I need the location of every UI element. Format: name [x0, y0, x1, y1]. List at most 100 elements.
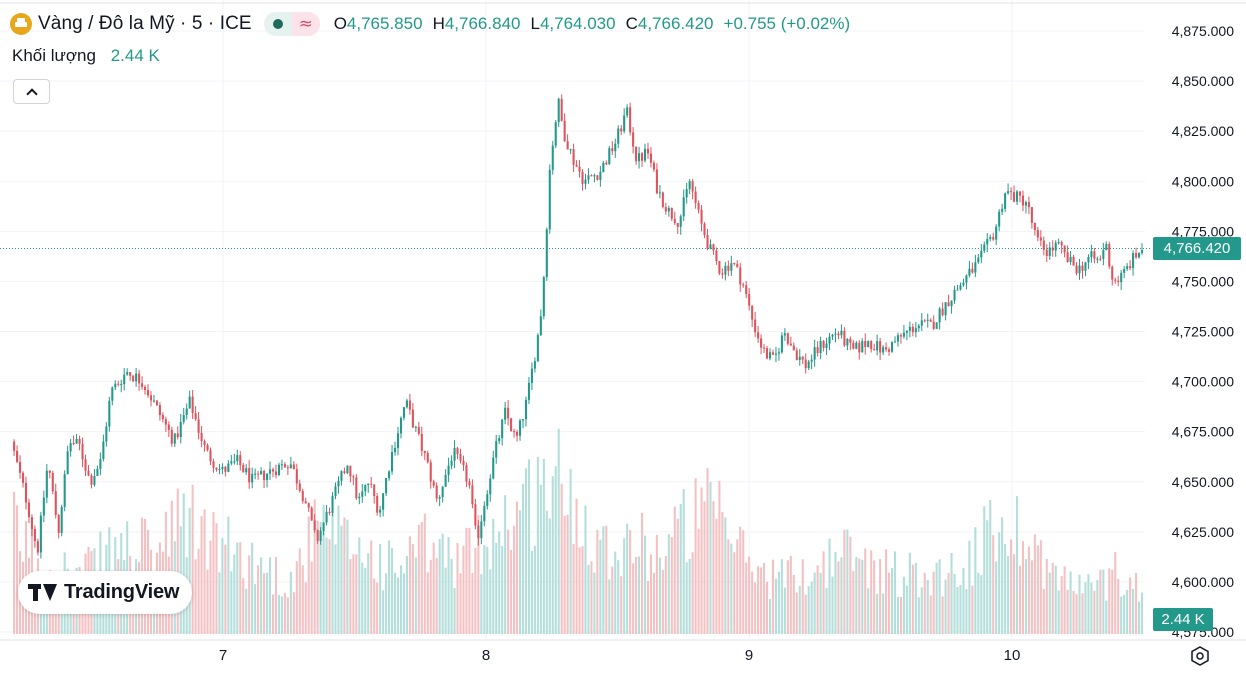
volume-bar — [876, 593, 879, 634]
volume-bar — [1084, 582, 1087, 634]
candle-body — [849, 338, 852, 343]
candle-body — [834, 333, 837, 335]
candle-body — [700, 209, 703, 224]
volume-bar — [328, 539, 331, 634]
candle-body — [1126, 266, 1129, 269]
volume-tag: 2.44 K — [1153, 608, 1213, 631]
candle-body — [902, 332, 905, 337]
volume-bar — [795, 592, 798, 634]
volume-bar — [1096, 580, 1099, 634]
volume-bar — [483, 545, 486, 634]
candle-body — [635, 146, 638, 162]
candle-body — [885, 347, 888, 350]
candle-body — [396, 433, 400, 448]
volume-bar — [420, 522, 423, 634]
time-axis[interactable]: 7 8 9 10 — [219, 647, 1021, 664]
candle-body — [688, 181, 691, 190]
volume-bar — [998, 532, 1001, 634]
candle-body — [751, 305, 754, 320]
candle-body — [212, 461, 215, 468]
volume-bar — [673, 506, 676, 634]
volume-bar — [1132, 588, 1135, 634]
candle-body — [57, 514, 60, 533]
candle-body — [873, 349, 876, 351]
candle-body — [858, 342, 861, 353]
candle-body — [75, 438, 78, 444]
volume-bar — [733, 552, 736, 634]
candle-body — [405, 400, 408, 408]
candle-body — [495, 441, 498, 458]
volume-bar — [804, 594, 807, 634]
candle-body — [388, 471, 391, 479]
volume-bar — [429, 559, 432, 634]
candle-body — [736, 263, 739, 268]
volume-bar — [1007, 556, 1010, 634]
candle-body — [149, 395, 153, 401]
candle-body — [1114, 279, 1117, 281]
candle-body — [777, 352, 780, 354]
candle-body — [724, 265, 727, 275]
candle-body — [51, 472, 54, 492]
volume-bar — [703, 501, 706, 634]
volume-bar — [1036, 545, 1039, 634]
symbol-title[interactable]: Vàng / Đô la Mỹ · 5 · ICE — [38, 13, 252, 34]
volume-bar — [694, 478, 697, 634]
volume-bar — [748, 556, 751, 634]
candle-body — [515, 431, 519, 436]
tradingview-logo[interactable]: TradingView — [18, 571, 192, 614]
volume-bar — [849, 536, 852, 634]
volume-bar — [274, 557, 278, 634]
candle-body — [828, 336, 831, 344]
candle-body — [649, 153, 653, 163]
price-tick-label: 4,700.000 — [1172, 374, 1234, 390]
candle-body — [280, 464, 283, 466]
volume-bar — [283, 592, 286, 634]
collapse-legend-button[interactable] — [13, 79, 50, 104]
price-tick-label: 4,825.000 — [1172, 123, 1234, 139]
candle-body — [170, 429, 173, 444]
candle-body — [914, 328, 917, 333]
volume-bar — [861, 559, 864, 634]
volume-bar — [700, 487, 703, 634]
candle-body — [679, 216, 682, 227]
candle-body — [1021, 195, 1025, 206]
candle-body — [706, 235, 709, 249]
candle-body — [926, 319, 929, 321]
volume-bar — [1033, 534, 1036, 634]
volume-bar — [1030, 560, 1033, 634]
volume-bar — [322, 504, 325, 634]
candle-body — [221, 466, 224, 470]
volume-bar — [1117, 579, 1120, 634]
candle-body — [1140, 250, 1144, 254]
volume-bar — [480, 574, 483, 634]
volume-bar — [885, 549, 888, 634]
candle-body — [468, 481, 471, 486]
candle-body — [876, 341, 879, 351]
chart-settings-button[interactable] — [1186, 643, 1214, 669]
candle-body — [417, 426, 420, 434]
volume-label[interactable]: Khối lượng — [12, 46, 96, 65]
volume-bar — [810, 581, 813, 634]
candle-body — [1099, 258, 1102, 260]
candle-body — [242, 465, 245, 473]
candle-body — [1072, 256, 1075, 266]
candle-body — [155, 400, 158, 406]
volume-bar — [995, 561, 998, 634]
volume-bar — [873, 560, 876, 634]
volume-bar — [1010, 539, 1013, 634]
candle-body — [373, 484, 376, 497]
candle-body — [292, 464, 295, 470]
candle-body — [661, 192, 664, 208]
price-axis[interactable]: 4,875.000 4,850.000 4,825.000 4,800.000 4,77… — [1172, 23, 1234, 640]
volume-bar — [1087, 574, 1090, 634]
market-status[interactable]: ≈ — [263, 12, 320, 36]
volume-bar — [923, 572, 926, 634]
volume-bar — [325, 537, 328, 634]
candle-body — [953, 289, 956, 301]
candle-body — [810, 359, 813, 362]
candle-body — [349, 465, 352, 477]
candle-body — [120, 384, 123, 386]
candle-body — [1030, 207, 1033, 223]
volume-bar — [646, 580, 650, 634]
